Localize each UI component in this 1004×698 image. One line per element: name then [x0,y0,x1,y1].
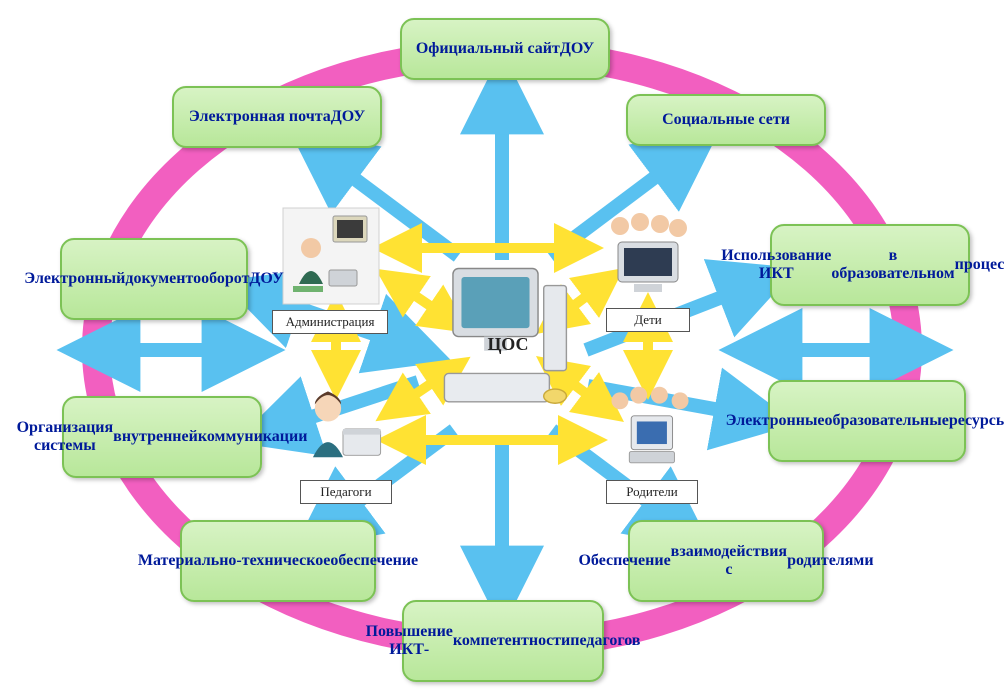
node-email-line: ДОУ [331,108,365,126]
diagram-stage: { "diagram": { "type": "network", "canva… [0,0,1004,698]
node-mto-line: обеспечение [330,552,418,570]
node-iktcomp-line: педагогов [570,632,640,650]
node-edoc-line: документооборот [125,270,249,288]
node-parents-line: взаимодействия с [671,543,787,580]
node-edoc-line: ДОУ [249,270,283,288]
node-orgcom-line: внутренней [113,428,198,446]
node-eor: Электронныеобразовательныересурсы [768,380,966,462]
node-eor-line: Электронные [726,412,825,430]
node-email: Электронная почтаДОУ [172,86,382,148]
node-iktcomp-line: компетентности [453,632,570,650]
node-mto: Материально-техническоеобеспечение [180,520,376,602]
node-parents: Обеспечениевзаимодействия сродителями [628,520,824,602]
node-edoc-line: Электронный [24,270,125,288]
node-parents-line: родителями [787,552,873,570]
node-email-line: Электронная почта [189,108,331,126]
node-ikt-line: в образовательном [831,247,954,284]
node-ikt-line: процессе [955,256,1004,274]
node-eor-line: ресурсы [949,412,1004,430]
inner-label-parents2: Родители [606,480,698,504]
inner-label-admin: Администрация [272,310,388,334]
admin-illustration [276,206,386,306]
children-illustration [586,206,706,306]
node-iktcomp-line: Повышение ИКТ- [366,623,453,660]
node-social-line: Социальные сети [662,111,790,129]
node-site: Официальный сайтДОУ [400,18,610,80]
node-social: Социальные сети [626,94,826,146]
node-mto-line: Материально- [138,552,242,570]
node-site-line: Официальный сайт [416,40,560,58]
parents-illustration [590,382,710,476]
center-label: ЦОС [478,334,538,355]
node-ikt: Использование ИКТв образовательномпроцес… [770,224,970,306]
node-eor-line: образовательные [825,412,949,430]
node-orgcom-line: коммуникации [198,428,308,446]
node-orgcom: Организация системывнутреннейкоммуникаци… [62,396,262,478]
node-parents-line: Обеспечение [578,552,670,570]
node-iktcomp: Повышение ИКТ-компетентностипедагогов [402,600,604,682]
node-ikt-line: Использование ИКТ [721,247,831,284]
inner-label-children: Дети [606,308,690,332]
node-orgcom-line: Организация системы [17,419,114,456]
inner-label-teachers: Педагоги [300,480,392,504]
node-site-line: ДОУ [560,40,594,58]
node-edoc: ЭлектронныйдокументооборотДОУ [60,238,248,320]
node-mto-line: техническое [242,552,331,570]
